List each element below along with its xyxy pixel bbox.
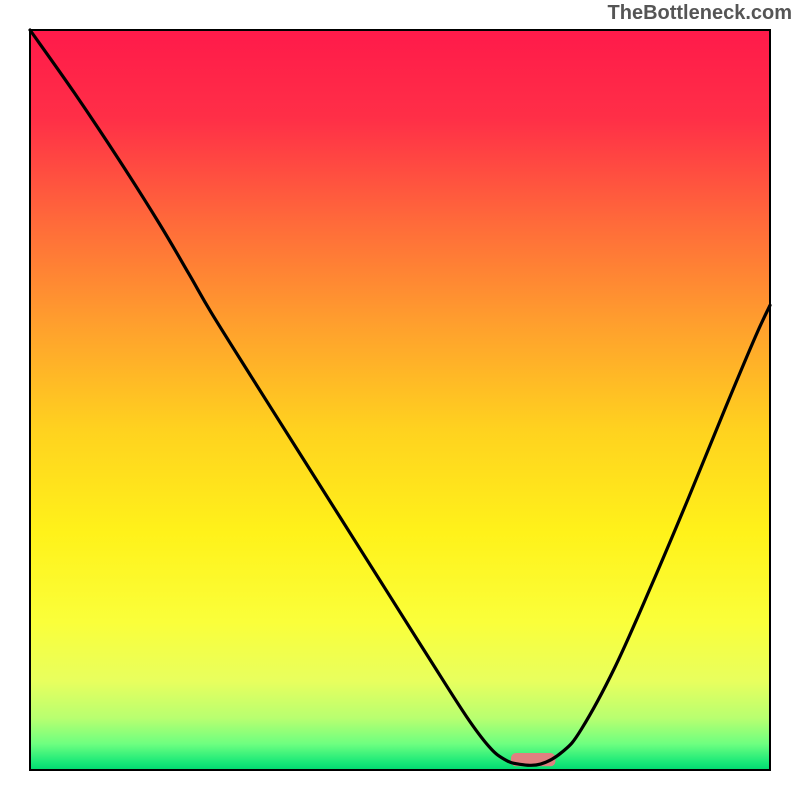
plot-background (30, 30, 770, 770)
bottleneck-chart (0, 0, 800, 800)
watermark-label: TheBottleneck.com (608, 2, 792, 25)
chart-container: TheBottleneck.com (0, 0, 800, 800)
